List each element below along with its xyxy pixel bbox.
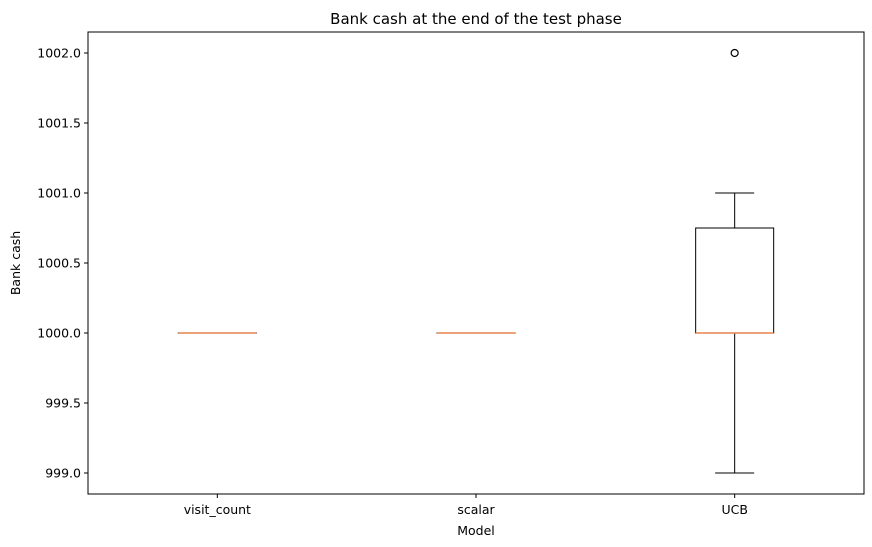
y-tick-label: 999.0 — [45, 466, 81, 481]
y-tick-label: 1001.5 — [37, 116, 81, 131]
x-tick-label: scalar — [457, 502, 495, 517]
x-axis-title: Model — [457, 523, 495, 538]
outlier-point — [730, 48, 739, 58]
y-tick-label: 1000.5 — [37, 256, 81, 271]
x-axis-ticks: visit_count scalar UCB — [184, 494, 748, 517]
y-tick-label: 999.5 — [45, 396, 81, 411]
x-tick-label: visit_count — [184, 502, 251, 517]
y-tick-label: 1002.0 — [37, 46, 81, 61]
plot-area — [87, 31, 865, 495]
y-tick-label: 1000.0 — [37, 326, 81, 341]
chart-marks — [177, 48, 775, 474]
x-tick-label: UCB — [721, 502, 747, 517]
y-axis-title: Bank cash — [8, 231, 23, 295]
y-axis-ticks: 999.0 999.5 1000.0 1000.5 1001.0 1001.5 1002.0 — [37, 46, 88, 481]
chart-title: Bank cash at the end of the test phase — [330, 10, 622, 28]
y-tick-label: 1001.0 — [37, 186, 81, 201]
